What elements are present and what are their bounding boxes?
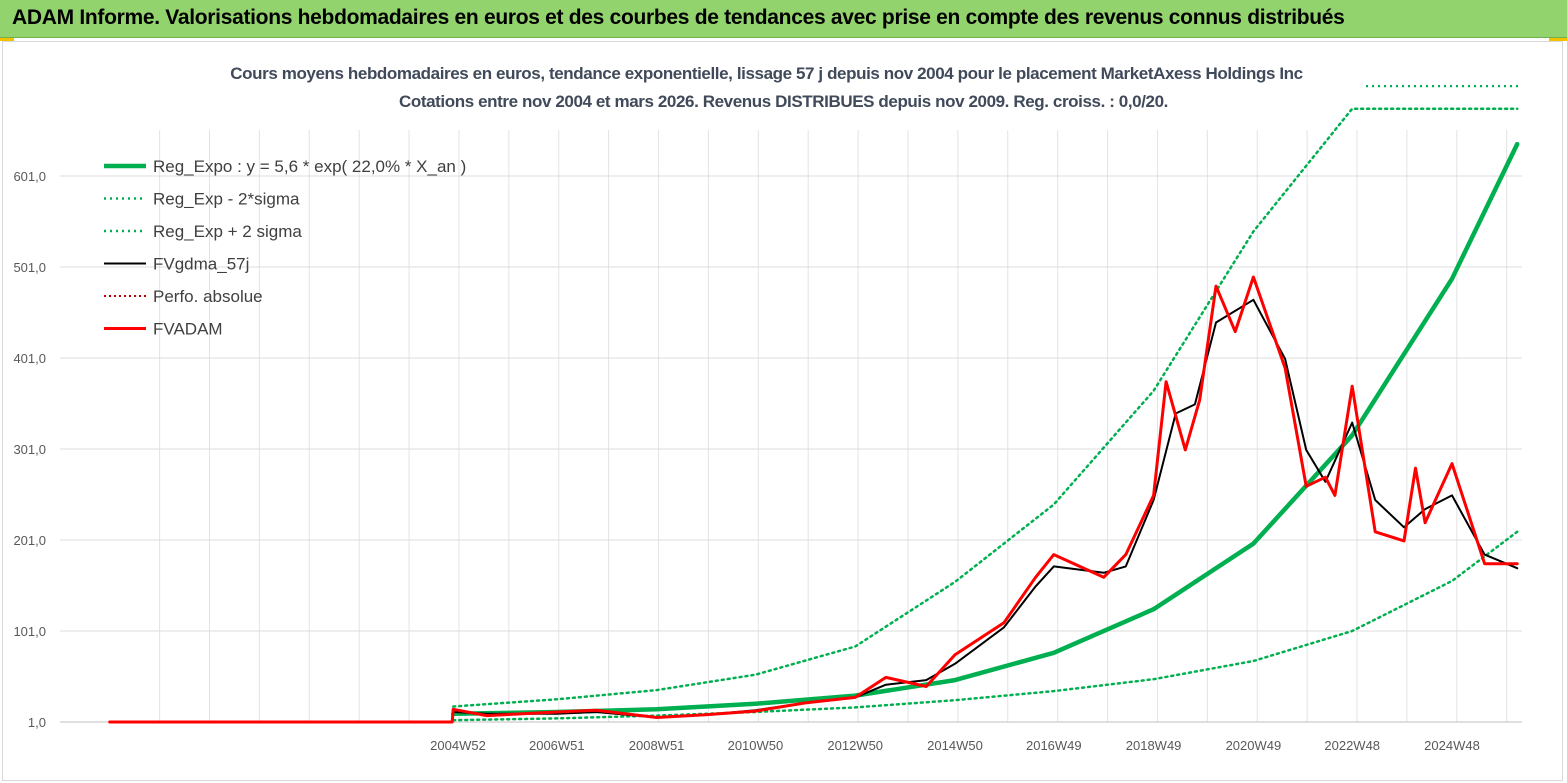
y-tick-label: 601,0 [13,169,46,184]
x-tick-label: 2008W51 [629,738,685,753]
report-title: ADAM Informe. Valorisations hebdomadaire… [12,6,1345,29]
title-banner: ADAM Informe. Valorisations hebdomadaire… [0,0,1567,38]
y-tick-label: 501,0 [13,260,46,275]
chart-series [108,85,1522,724]
y-tick-label: 101,0 [13,624,46,639]
series-line-2 [451,107,1519,708]
series-line-5 [108,275,1519,724]
y-tick-label: 301,0 [13,442,46,457]
legend-label: Reg_Expo : y = 5,6 * exp( 22,0% * X_an ) [153,157,466,176]
x-tick-label: 2016W49 [1026,738,1082,753]
legend-label: Perfo. absolue [153,287,263,306]
series-line-3 [452,298,1519,719]
x-tick-label: 2010W50 [728,738,784,753]
y-axis-ticks: 1,0 101,0 201,0 301,0 401,0 501,0 601,0 [13,169,46,730]
x-tick-label: 2020W49 [1226,738,1282,753]
y-tick-label: 1,0 [28,715,46,730]
x-axis-ticks: 2004W52 2006W51 2008W51 2010W50 2012W50 2014W… [430,738,1480,753]
x-tick-label: 2014W50 [927,738,983,753]
chart-legend: Reg_Expo : y = 5,6 * exp( 22,0% * X_an )… [104,157,466,339]
series-line-1 [451,530,1519,722]
legend-label: FVADAM [153,320,223,339]
y-tick-label: 401,0 [13,351,46,366]
x-tick-label: 2006W51 [529,738,585,753]
x-tick-label: 2004W52 [430,738,486,753]
x-tick-label: 2022W48 [1324,738,1380,753]
banner-accent-left [0,38,14,41]
x-tick-label: 2018W49 [1126,738,1182,753]
x-tick-label: 2024W48 [1424,738,1480,753]
legend-label: FVgdma_57j [153,255,249,274]
chart-subtitle: Cotations entre nov 2004 et mars 2026. R… [398,92,1168,111]
chart-gridlines [60,130,1522,723]
legend-label: Reg_Exp + 2 sigma [153,222,302,241]
legend-label: Reg_Exp - 2*sigma [153,190,300,209]
banner-accent-right [1549,38,1567,41]
chart-frame [2,41,1563,781]
chart-title: Cours moyens hebdomadaires en euros, ten… [230,64,1303,83]
series-line-0 [450,141,1520,717]
y-tick-label: 201,0 [13,533,46,548]
x-tick-label: 2012W50 [827,738,883,753]
